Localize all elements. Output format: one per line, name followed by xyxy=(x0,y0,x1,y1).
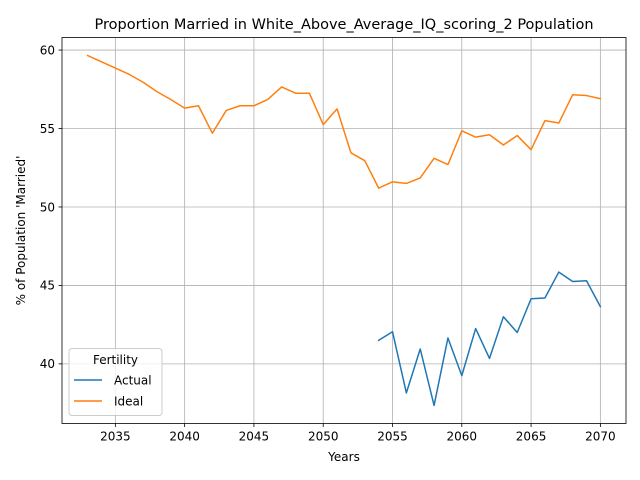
legend-box xyxy=(68,348,163,416)
legend-title: Fertility xyxy=(93,353,138,367)
series-line-actual xyxy=(377,271,602,407)
x-tick-label: 2065 xyxy=(516,430,547,444)
legend: Fertility Actual Ideal xyxy=(68,348,163,416)
y-tick-label: 55 xyxy=(40,122,55,136)
legend-label-ideal: Ideal xyxy=(114,395,143,409)
plot-frame xyxy=(61,37,627,424)
legend-label-actual: Actual xyxy=(114,374,152,388)
y-tick-label: 40 xyxy=(40,357,55,371)
x-tick-label: 2035 xyxy=(100,430,131,444)
y-tick-label: 45 xyxy=(40,279,55,293)
x-ticks: 2035 2040 2045 2050 2055 2060 2065 2070 xyxy=(100,423,616,444)
y-axis-label: % of Population 'Married' xyxy=(14,156,28,306)
x-tick-label: 2040 xyxy=(169,430,200,444)
x-tick-label: 2070 xyxy=(585,430,616,444)
chart-title: Proportion Married in White_Above_Averag… xyxy=(94,17,593,33)
x-tick-label: 2050 xyxy=(308,430,339,444)
y-tick-label: 50 xyxy=(40,200,55,214)
y-tick-label: 60 xyxy=(40,43,55,57)
x-tick-label: 2060 xyxy=(447,430,478,444)
x-tick-label: 2045 xyxy=(239,430,270,444)
y-ticks: 40 45 50 55 60 xyxy=(40,43,62,371)
x-tick-label: 2055 xyxy=(377,430,408,444)
series-line-ideal xyxy=(86,54,602,189)
series-lines xyxy=(86,54,602,407)
x-axis-label: Years xyxy=(327,450,360,464)
